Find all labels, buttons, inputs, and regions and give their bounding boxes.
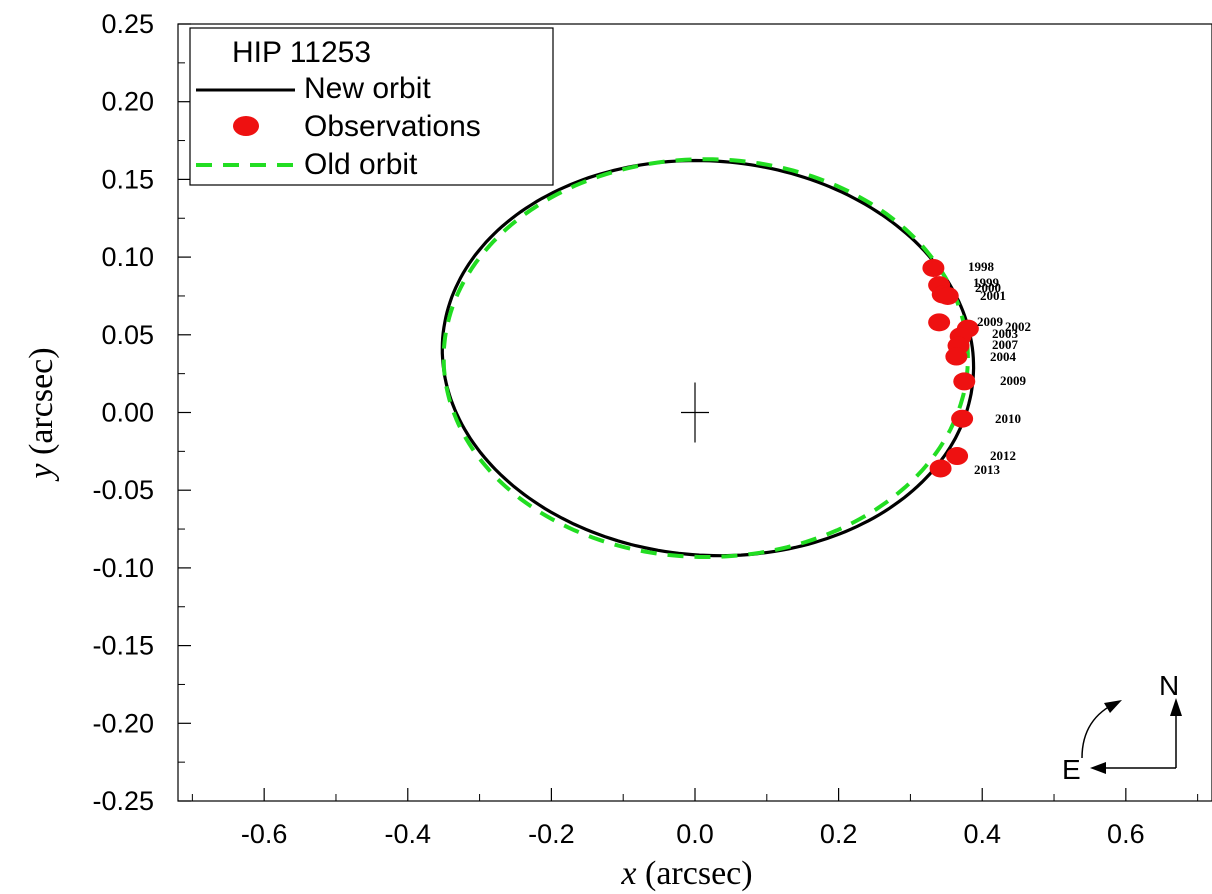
north-arrowhead-icon <box>1170 698 1182 716</box>
observation-year-label: 2012 <box>990 448 1016 463</box>
x-tick-label: -0.4 <box>385 819 432 849</box>
observation-point <box>929 459 952 478</box>
observation-year-label: 2009 <box>1000 373 1027 388</box>
observation-point <box>936 286 959 305</box>
observation-year-label: 2002 <box>1005 319 1031 334</box>
rotation-arrowhead-icon <box>1104 700 1122 713</box>
observation-point <box>946 447 969 466</box>
x-tick-label: 0.0 <box>676 819 714 849</box>
y-tick-label: 0.25 <box>101 9 154 39</box>
x-axis-unit: (arcsec) <box>645 855 753 892</box>
legend-new-orbit-label: New orbit <box>304 72 431 105</box>
x-axis-title: x (arcsec) <box>620 855 752 892</box>
legend-old-orbit-label: Old orbit <box>304 148 418 181</box>
orbit-layer <box>440 157 976 559</box>
observation-point <box>928 313 951 332</box>
north-label: N <box>1159 670 1179 701</box>
observation-year-label: 2007 <box>992 337 1019 352</box>
y-tick-label: -0.15 <box>92 631 154 661</box>
observation-point <box>922 258 945 277</box>
observation-year-label: 2009 <box>977 314 1004 329</box>
observation-year-label: 2000 <box>975 280 1001 295</box>
y-tick-label: -0.25 <box>92 786 154 816</box>
observation-year-label: 2004 <box>990 349 1017 364</box>
y-axis-title: y (arcsec) <box>23 347 60 481</box>
x-tick-label: -0.6 <box>241 819 288 849</box>
observation-point <box>953 372 976 391</box>
legend-observations-swatch <box>233 116 259 136</box>
east-arrowhead-icon <box>1090 762 1106 774</box>
compass: N E <box>1062 670 1182 785</box>
ticks-layer: -0.6 -0.4 -0.2 0.0 0.2 0.4 0.6 0.25 0.20 0.15 0.10… <box>92 9 1199 849</box>
y-tick-label: 0.00 <box>101 398 154 428</box>
x-tick-label: 0.6 <box>1107 819 1145 849</box>
y-tick-label: -0.20 <box>92 708 154 738</box>
y-tick-label: -0.05 <box>92 475 154 505</box>
observation-year-label: 2003 <box>992 326 1019 341</box>
y-tick-label: 0.15 <box>101 164 154 194</box>
x-tick-label: -0.2 <box>528 819 575 849</box>
x-axis-var: x <box>620 855 636 892</box>
observation-year-label: 1998 <box>968 259 995 274</box>
rotation-arrow <box>1081 701 1119 759</box>
east-label: E <box>1062 754 1081 785</box>
legend: HIP 11253 New orbit Observations Old orb… <box>189 27 554 186</box>
x-tick-label: 0.2 <box>820 819 858 849</box>
observation-year-label: 2013 <box>974 462 1001 477</box>
observation-point <box>951 409 974 428</box>
observation-year-label: 2001 <box>980 288 1006 303</box>
legend-box <box>189 27 554 186</box>
y-tick-label: 0.05 <box>101 320 154 350</box>
legend-observations-label: Observations <box>304 110 481 143</box>
observation-point <box>945 347 968 366</box>
observation-year-label: 2010 <box>995 411 1021 426</box>
y-axis-var: y <box>23 463 60 482</box>
y-tick-label: -0.10 <box>92 553 154 583</box>
y-tick-label: 0.20 <box>101 87 154 117</box>
legend-title: HIP 11253 <box>232 36 371 69</box>
x-tick-label: 0.4 <box>963 819 1001 849</box>
old-orbit-line <box>441 157 970 559</box>
observation-year-label: 1999 <box>973 275 1000 290</box>
y-axis-unit: (arcsec) <box>23 347 60 455</box>
y-tick-label: 0.10 <box>101 242 154 272</box>
